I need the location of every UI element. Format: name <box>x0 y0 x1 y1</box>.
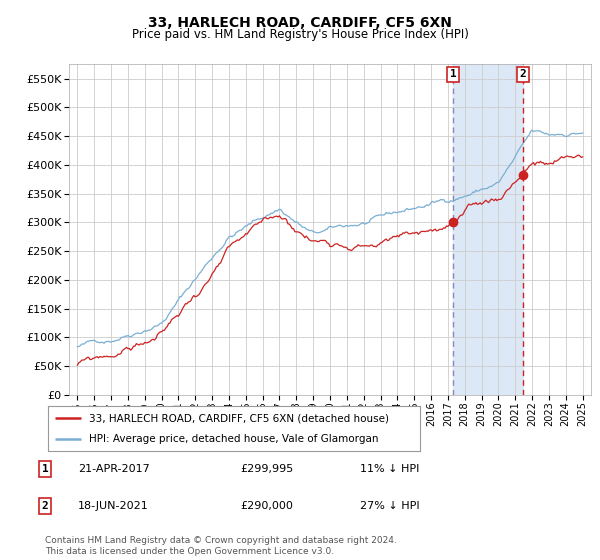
Text: 11% ↓ HPI: 11% ↓ HPI <box>360 464 419 474</box>
Text: £299,995: £299,995 <box>240 464 293 474</box>
Text: 18-JUN-2021: 18-JUN-2021 <box>78 501 149 511</box>
Text: 1: 1 <box>41 464 49 474</box>
Text: HPI: Average price, detached house, Vale of Glamorgan: HPI: Average price, detached house, Vale… <box>89 433 379 444</box>
Text: Price paid vs. HM Land Registry's House Price Index (HPI): Price paid vs. HM Land Registry's House … <box>131 28 469 41</box>
Text: £290,000: £290,000 <box>240 501 293 511</box>
Text: 27% ↓ HPI: 27% ↓ HPI <box>360 501 419 511</box>
Bar <box>453 64 523 395</box>
Text: 33, HARLECH ROAD, CARDIFF, CF5 6XN (detached house): 33, HARLECH ROAD, CARDIFF, CF5 6XN (deta… <box>89 413 389 423</box>
Text: 2: 2 <box>41 501 49 511</box>
Text: 1: 1 <box>449 69 457 80</box>
Text: 2: 2 <box>520 69 526 80</box>
Text: 21-APR-2017: 21-APR-2017 <box>78 464 150 474</box>
Text: Contains HM Land Registry data © Crown copyright and database right 2024.
This d: Contains HM Land Registry data © Crown c… <box>45 536 397 556</box>
Text: 33, HARLECH ROAD, CARDIFF, CF5 6XN: 33, HARLECH ROAD, CARDIFF, CF5 6XN <box>148 16 452 30</box>
